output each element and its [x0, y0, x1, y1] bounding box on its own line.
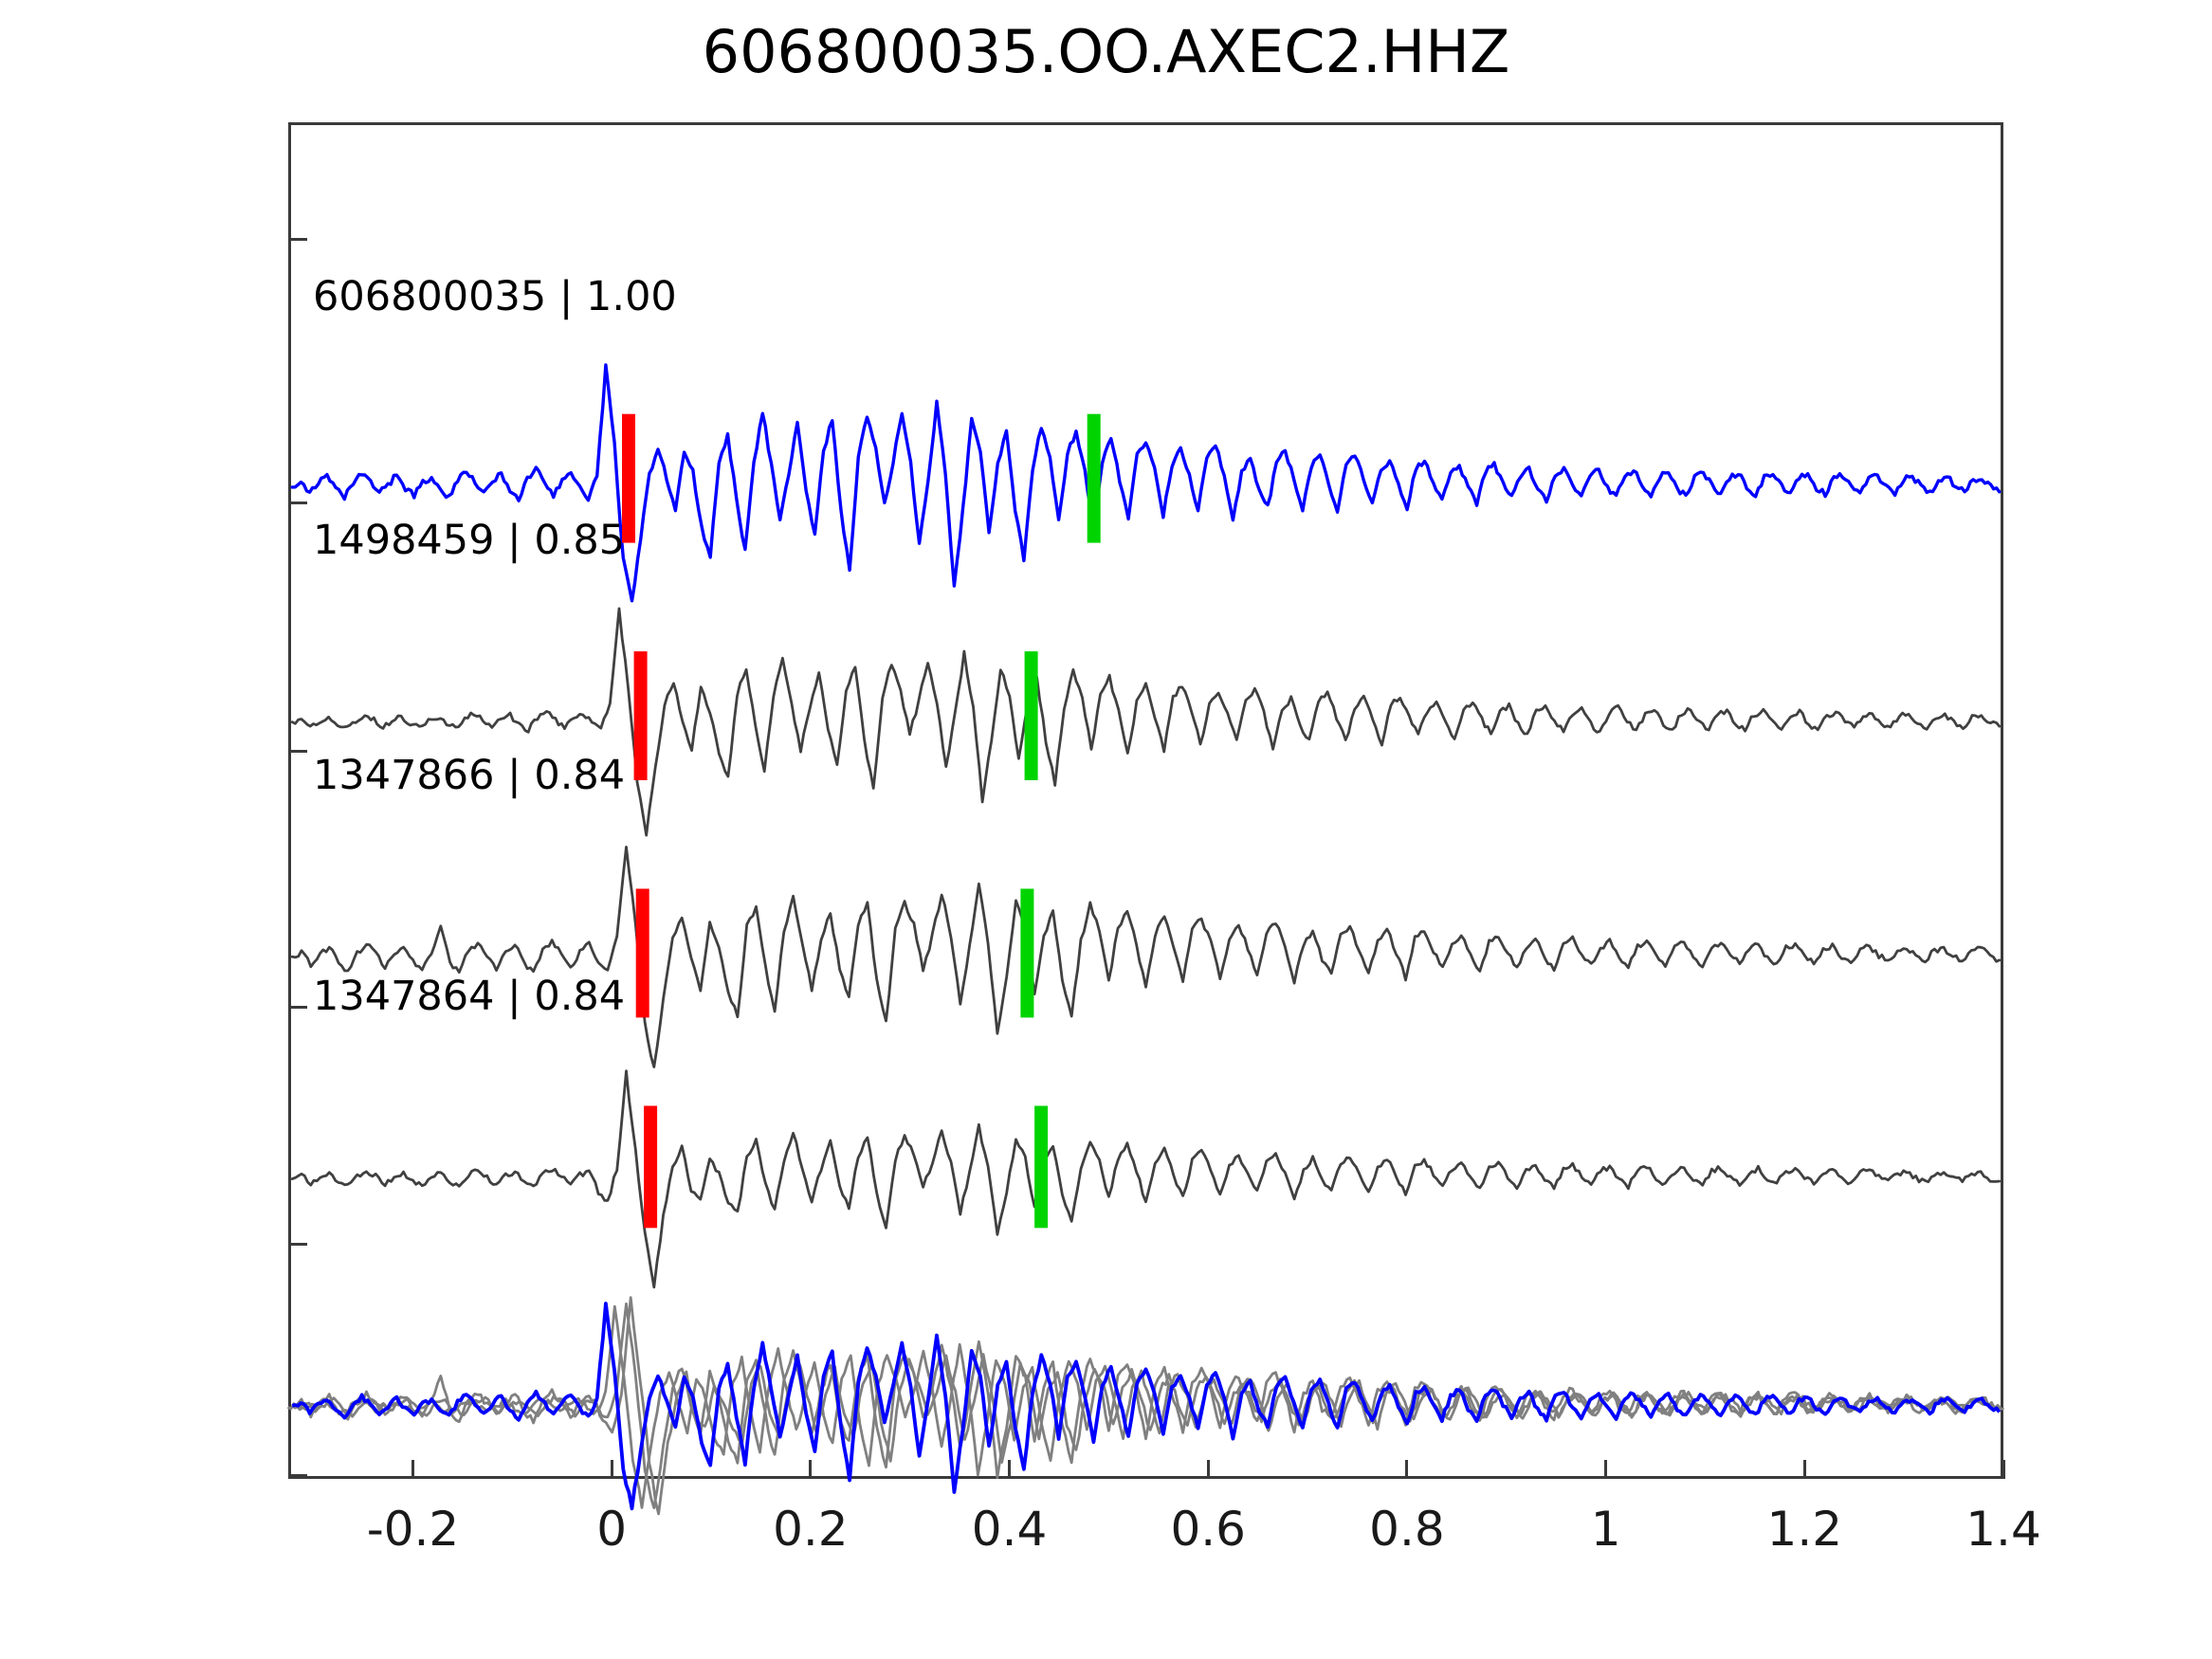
- x-tick-mark: [2002, 1460, 2005, 1479]
- plot-area: [286, 122, 2005, 1516]
- s-pick-marker-1347866: [1020, 888, 1034, 1018]
- y-tick-mark: [288, 1243, 307, 1246]
- trace-label-1347866: 1347866 | 0.84: [313, 752, 626, 799]
- figure-title: 606800035.OO.AXEC2.HHZ: [702, 17, 1510, 86]
- waveform-trace-606800035: [290, 363, 2002, 603]
- x-tick-label: -0.2: [366, 1502, 460, 1557]
- p-pick-marker-1498459: [633, 651, 648, 780]
- x-tick-label: 0.2: [773, 1502, 849, 1557]
- x-tick-label: 0.4: [971, 1502, 1048, 1557]
- waveform-trace-1498459: [290, 607, 2002, 837]
- x-tick-mark: [1604, 1460, 1608, 1479]
- y-tick-mark: [288, 750, 307, 753]
- s-pick-marker-1347864: [1034, 1105, 1049, 1229]
- x-tick-mark: [809, 1460, 813, 1479]
- trace-label-606800035: 606800035 | 1.00: [313, 273, 677, 320]
- axes-frame: [288, 122, 2003, 1479]
- y-tick-mark: [288, 238, 307, 241]
- x-tick-mark: [1206, 1460, 1210, 1479]
- x-tick-mark: [1802, 1460, 1806, 1479]
- x-tick-label: 0: [596, 1502, 628, 1557]
- x-tick-label: 1.2: [1766, 1502, 1843, 1557]
- x-tick-mark: [1008, 1460, 1012, 1479]
- waveform-trace-1347866: [290, 846, 2002, 1068]
- x-tick-mark: [610, 1460, 613, 1479]
- p-pick-marker-1347864: [644, 1105, 658, 1229]
- x-tick-mark: [411, 1460, 414, 1479]
- y-tick-mark: [288, 501, 307, 504]
- p-pick-marker-606800035: [622, 413, 635, 543]
- s-pick-marker-606800035: [1087, 413, 1101, 543]
- x-tick-label: 1: [1590, 1502, 1621, 1557]
- y-tick-mark: [288, 1474, 307, 1477]
- x-tick-label: 1.4: [1965, 1502, 2041, 1557]
- stack-trace-template: [291, 1302, 2002, 1511]
- x-tick-label: 0.8: [1369, 1502, 1445, 1557]
- waveform-traces: [286, 363, 2004, 1516]
- x-tick-label: 0.6: [1170, 1502, 1246, 1557]
- s-pick-marker-1498459: [1024, 651, 1038, 780]
- trace-label-1498459: 1498459 | 0.85: [313, 517, 626, 564]
- p-pick-marker-1347866: [635, 888, 649, 1018]
- pick-markers: [622, 413, 1101, 1229]
- trace-label-1347864: 1347864 | 0.84: [313, 973, 626, 1020]
- x-tick-mark: [1405, 1460, 1409, 1479]
- waveform-trace-1347864: [290, 1069, 2002, 1289]
- y-tick-mark: [288, 1006, 307, 1009]
